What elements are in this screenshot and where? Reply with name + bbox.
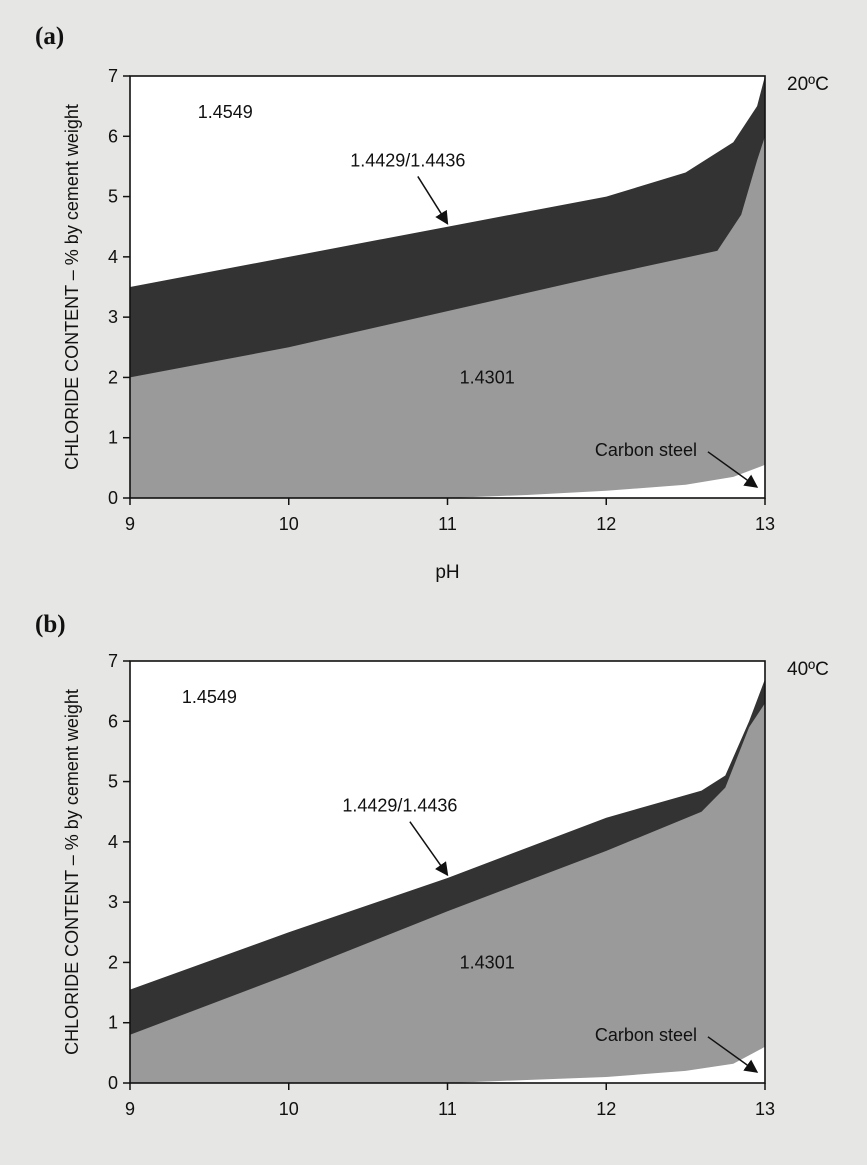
y-tick-label: 0 bbox=[108, 488, 118, 508]
area-region-carbon-steel bbox=[130, 1046, 765, 1083]
annotation-carbon-steel: Carbon steel bbox=[595, 1025, 697, 1045]
annotation-arrow-carbon-steel bbox=[707, 451, 759, 488]
y-tick-label: 4 bbox=[108, 832, 118, 852]
y-tick-label: 3 bbox=[108, 892, 118, 912]
annotation-1-4301: 1.4301 bbox=[460, 367, 515, 387]
y-axis-label: CHLORIDE CONTENT – % by cement weight bbox=[62, 104, 82, 470]
x-tick-label: 12 bbox=[596, 1099, 616, 1119]
y-tick-label: 2 bbox=[108, 367, 118, 387]
y-tick-label: 3 bbox=[108, 307, 118, 327]
y-tick-label: 1 bbox=[108, 428, 118, 448]
x-tick-label: 11 bbox=[438, 1099, 457, 1119]
panel-label: (a) bbox=[35, 23, 64, 50]
temperature-label: 40ºC bbox=[787, 659, 829, 680]
x-tick-label: 12 bbox=[596, 514, 616, 534]
y-tick-label: 7 bbox=[108, 66, 118, 86]
panel-label: (b) bbox=[35, 611, 66, 638]
x-tick-label: 10 bbox=[279, 514, 299, 534]
y-tick-label: 7 bbox=[108, 651, 118, 671]
area-region-carbon-steel bbox=[130, 464, 765, 498]
x-tick-label: 11 bbox=[438, 514, 457, 534]
x-tick-label: 10 bbox=[279, 1099, 299, 1119]
x-tick-label: 9 bbox=[125, 514, 135, 534]
y-tick-label: 6 bbox=[108, 126, 118, 146]
x-tick-label: 13 bbox=[755, 514, 775, 534]
y-tick-label: 1 bbox=[108, 1013, 118, 1033]
x-axis-label: pH bbox=[435, 562, 459, 583]
area-region-1-4301 bbox=[130, 136, 765, 499]
y-tick-label: 4 bbox=[108, 247, 118, 267]
annotation-1-4429-1-4436: 1.4429/1.4436 bbox=[350, 150, 465, 170]
annotation-1-4301: 1.4301 bbox=[460, 952, 515, 972]
annotation-1-4549: 1.4549 bbox=[182, 687, 237, 707]
y-tick-label: 2 bbox=[108, 952, 118, 972]
annotation-carbon-steel: Carbon steel bbox=[595, 440, 697, 460]
x-tick-label: 13 bbox=[755, 1099, 775, 1119]
annotation-arrow-carbon-steel bbox=[707, 1036, 759, 1073]
y-tick-label: 5 bbox=[108, 772, 118, 792]
x-tick-label: 9 bbox=[125, 1099, 135, 1119]
y-tick-label: 0 bbox=[108, 1073, 118, 1093]
annotation-1-4429-1-4436: 1.4429/1.4436 bbox=[342, 796, 457, 816]
annotation-arrow-1-4429-1-4436 bbox=[409, 821, 449, 877]
area-region-1-4301 bbox=[130, 703, 765, 1083]
y-tick-label: 5 bbox=[108, 187, 118, 207]
temperature-label: 20ºC bbox=[787, 74, 829, 95]
annotation-arrow-1-4429-1-4436 bbox=[417, 176, 449, 225]
y-axis-label: CHLORIDE CONTENT – % by cement weight bbox=[62, 689, 82, 1055]
annotation-1-4549: 1.4549 bbox=[198, 102, 253, 122]
y-tick-label: 6 bbox=[108, 711, 118, 731]
